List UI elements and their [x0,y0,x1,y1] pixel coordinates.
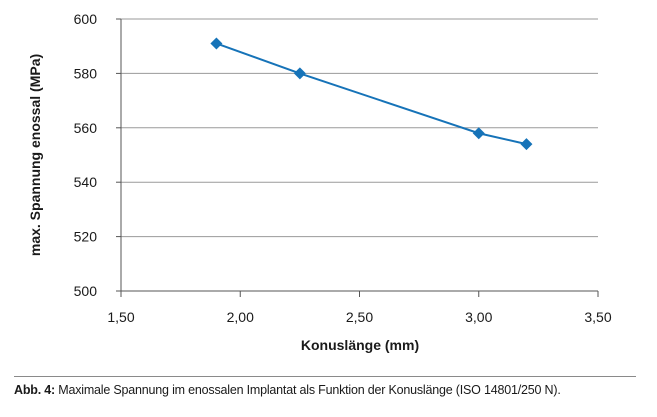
x-tick-label: 1,50 [107,309,134,325]
caption-text: Maximale Spannung im enossalen Implantat… [54,383,561,397]
series-line [216,42,527,146]
y-axis-title: max. Spannung enossal (MPa) [27,54,43,256]
figure-caption: Abb. 4: Maximale Spannung im enossalen I… [14,383,644,397]
y-tick-label: 560 [74,120,98,136]
y-tick-label: 500 [74,283,98,299]
data-series [210,37,533,151]
caption-label: Abb. 4: [14,383,55,397]
x-tick-label: 3,00 [465,309,492,325]
caption-divider [14,376,636,377]
data-point-marker [520,138,533,151]
axes [116,18,599,297]
data-point-marker [472,127,485,140]
gridlines [121,18,598,238]
y-tick-label: 600 [74,11,98,27]
y-tick-label: 540 [74,174,98,190]
x-axis-title: Konuslänge (mm) [301,337,419,353]
x-tick-label: 2,50 [346,309,373,325]
x-tick-label: 2,00 [227,309,254,325]
y-tick-label: 520 [74,229,98,245]
y-tick-label: 580 [74,65,98,81]
x-tick-label: 3,50 [584,309,611,325]
y-tick-labels: 500 520 540 560 580 600 [74,11,98,299]
data-point-marker [293,67,306,80]
x-tick-labels: 1,50 2,00 2,50 3,00 3,50 [107,309,611,325]
data-point-marker [210,37,223,50]
